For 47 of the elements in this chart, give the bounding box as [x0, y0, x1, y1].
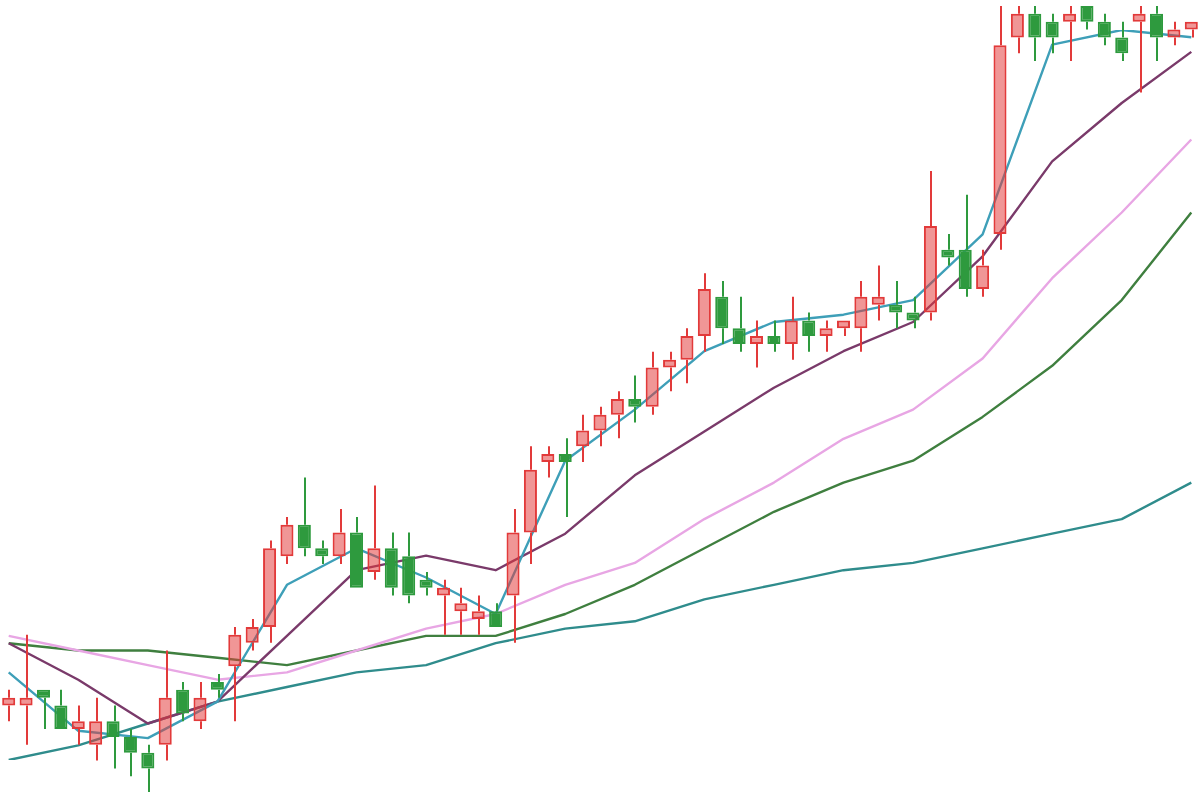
candlestick [176, 680, 190, 723]
candlestick [1010, 5, 1024, 55]
candlestick [663, 350, 677, 393]
candlestick [836, 320, 850, 338]
candlestick [141, 743, 155, 793]
candlestick [1028, 5, 1042, 63]
candlestick [1045, 12, 1059, 55]
candlestick [54, 688, 68, 730]
candlestick [419, 570, 433, 597]
candlestick [297, 476, 311, 558]
candlestick [1150, 5, 1164, 63]
candlestick [332, 508, 346, 566]
candlestick [71, 704, 85, 746]
candlestick [19, 633, 33, 746]
candlestick [1132, 5, 1146, 94]
candlestick [784, 295, 798, 361]
candlestick [697, 272, 711, 353]
candlestick [628, 374, 642, 424]
candlestick [1063, 5, 1077, 63]
candlestick [767, 319, 781, 353]
candlestick [454, 586, 468, 636]
candlestick [680, 327, 694, 385]
candlestick [436, 578, 450, 636]
candlestick [36, 689, 50, 731]
candlestick [471, 594, 485, 636]
candlestick [871, 264, 885, 322]
candlestick [1115, 20, 1129, 63]
candlestick [715, 280, 729, 345]
candlestick [228, 625, 242, 723]
candlestick [819, 319, 833, 353]
candlestick [2, 688, 16, 723]
candlestick [976, 248, 990, 298]
candlestick [402, 531, 416, 605]
candlestick [384, 531, 398, 597]
candlestick [523, 445, 537, 566]
candlestick [958, 193, 972, 298]
candlestick [854, 280, 868, 353]
candlestick [541, 445, 555, 479]
candlestick [263, 539, 277, 644]
candlestick [941, 232, 955, 267]
candlestick [350, 515, 364, 588]
candlestick [315, 539, 329, 566]
candlestick [993, 5, 1007, 251]
candlestick [280, 515, 294, 566]
candlestick [889, 280, 903, 330]
candlestick [558, 437, 572, 518]
candlestick [593, 405, 607, 448]
